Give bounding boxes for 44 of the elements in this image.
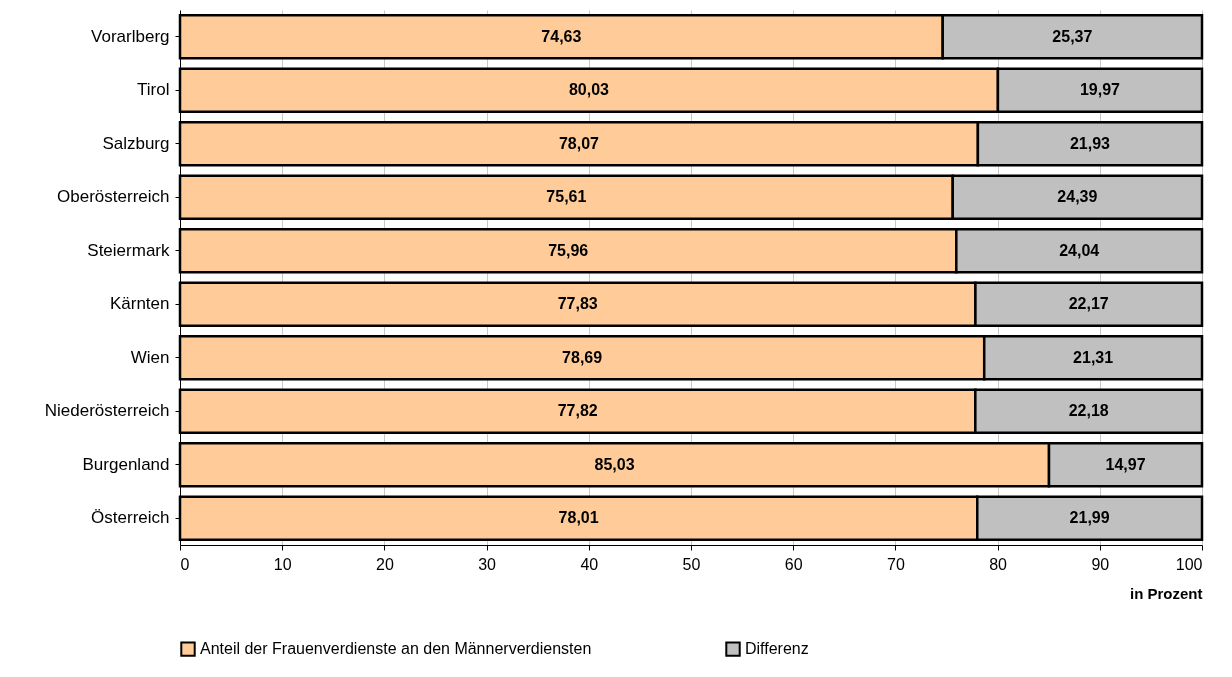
data-label: 21,93	[1069, 134, 1111, 152]
data-label: 75,96	[548, 241, 589, 259]
y-tick-label: Oberösterreich	[57, 187, 170, 207]
y-tick-label: Salzburg	[102, 133, 170, 153]
data-label: 78,69	[562, 348, 603, 366]
data-label: 22,18	[1068, 402, 1109, 420]
data-label: 75,61	[546, 188, 587, 206]
data-label: 78,01	[558, 509, 599, 527]
y-tick-label: Kärnten	[109, 294, 170, 314]
data-label: 21,99	[1069, 509, 1110, 527]
x-tick-label: 80	[989, 555, 1008, 573]
x-tick-label: 40	[580, 555, 599, 573]
y-tick-label: Vorarlberg	[91, 26, 170, 46]
data-label: 14,97	[1105, 455, 1146, 473]
x-tick-label: 60	[784, 555, 803, 573]
x-axis-title: in Prozent	[1129, 584, 1203, 602]
data-label: 24,39	[1057, 188, 1098, 206]
x-tick-label: 0	[180, 555, 190, 573]
data-label: 21,31	[1073, 348, 1114, 366]
data-label: 78,07	[558, 134, 600, 152]
data-label: 77,83	[557, 295, 598, 313]
data-label: 77,82	[557, 402, 598, 420]
x-tick-label: 70	[887, 555, 905, 573]
x-tick-label: 30	[478, 555, 497, 573]
data-label: 22,17	[1068, 295, 1109, 313]
legend-label: Anteil der Frauenverdienste an den Männerverdiensten	[200, 640, 592, 658]
y-tick-label: Steiermark	[87, 240, 170, 260]
x-tick-label: 10	[273, 555, 292, 573]
data-label: 24,04	[1059, 241, 1100, 259]
data-label: 80,03	[568, 81, 610, 99]
y-tick-label: Wien	[130, 347, 170, 367]
x-tick-label: 100	[1175, 555, 1203, 573]
data-label: 85,03	[594, 455, 635, 473]
y-tick-label: Niederösterreich	[44, 401, 170, 421]
x-tick-label: 20	[376, 555, 394, 573]
data-label: 19,97	[1079, 81, 1121, 99]
y-tick-label: Tirol	[137, 80, 170, 100]
x-tick-label: 90	[1091, 555, 1110, 573]
y-tick-label: Burgenland	[82, 454, 170, 474]
legend-label: Differenz	[745, 640, 809, 658]
data-label: 25,37	[1052, 27, 1093, 45]
data-label: 74,63	[541, 27, 582, 45]
x-tick-label: 50	[682, 555, 701, 573]
y-tick-label: Österreich	[91, 508, 170, 528]
